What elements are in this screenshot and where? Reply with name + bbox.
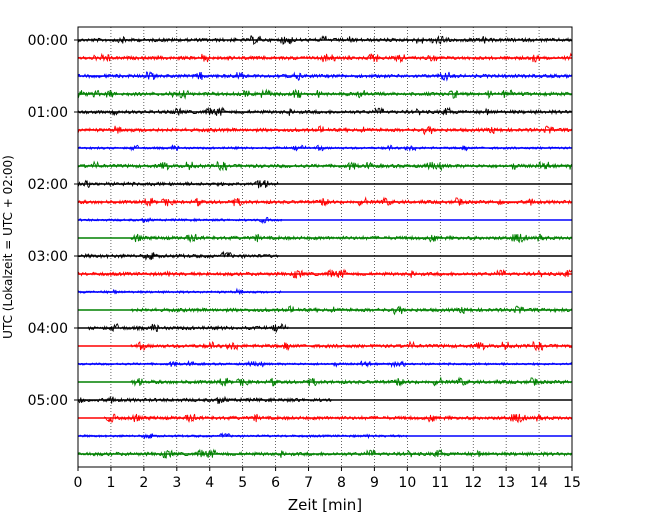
seismic-trace xyxy=(77,196,572,207)
seismic-trace xyxy=(77,448,572,459)
y-tick-label: 05:00 xyxy=(28,393,68,409)
x-tick-label: 1 xyxy=(106,475,115,491)
x-axis-ticks: 0 1 2 3 4 5 6 7 8 9 10 11 12 13 14 15 xyxy=(74,467,581,491)
x-tick-label: 11 xyxy=(431,475,449,491)
seismic-trace xyxy=(77,432,408,440)
seismic-trace xyxy=(77,268,572,279)
x-tick-label: 15 xyxy=(563,475,581,491)
seismic-trace xyxy=(77,71,572,82)
x-tick-label: 14 xyxy=(530,475,548,491)
x-tick-label: 13 xyxy=(497,475,515,491)
seismic-trace xyxy=(77,250,279,262)
x-tick-label: 3 xyxy=(172,475,181,491)
y-axis-ticks: 00:00 01:00 02:00 03:00 04:00 05:00 xyxy=(28,33,78,409)
seismic-trace xyxy=(77,287,282,295)
seismic-trace xyxy=(77,160,572,172)
seismic-trace xyxy=(77,179,279,189)
plot-frame xyxy=(77,26,573,468)
seismic-trace xyxy=(103,413,573,424)
seismic-trace xyxy=(87,322,289,334)
x-tick-label: 10 xyxy=(398,475,416,491)
seismic-trace xyxy=(77,395,332,404)
seismic-trace xyxy=(77,216,283,225)
x-tick-label: 8 xyxy=(337,475,346,491)
seismic-trace xyxy=(77,88,572,100)
x-tick-label: 2 xyxy=(139,475,148,491)
x-axis-label: Zeit [min] xyxy=(288,496,362,514)
y-tick-label: 00:00 xyxy=(28,33,68,49)
x-tick-label: 0 xyxy=(74,475,83,491)
seismic-trace xyxy=(77,144,572,152)
x-tick-label: 12 xyxy=(464,475,482,491)
seismic-traces xyxy=(77,35,573,459)
seismic-trace xyxy=(77,359,572,369)
vertical-grid xyxy=(110,27,540,467)
seismic-trace xyxy=(130,305,572,316)
seismic-trace xyxy=(77,35,572,46)
seismic-trace xyxy=(130,340,573,352)
y-tick-label: 02:00 xyxy=(28,177,68,193)
x-tick-label: 7 xyxy=(304,475,313,491)
seismic-trace xyxy=(77,106,572,117)
y-tick-label: 01:00 xyxy=(28,105,68,121)
seismic-trace xyxy=(130,376,572,387)
seismic-trace xyxy=(77,125,572,136)
y-tick-label: 04:00 xyxy=(28,321,68,337)
x-tick-label: 4 xyxy=(205,475,214,491)
seismic-trace xyxy=(130,233,572,244)
seismic-trace xyxy=(77,52,572,64)
x-tick-label: 5 xyxy=(238,475,247,491)
x-tick-label: 6 xyxy=(271,475,280,491)
y-tick-label: 03:00 xyxy=(28,249,68,265)
y-axis-label: UTC (Lokalzeit = UTC + 02:00) xyxy=(1,155,15,339)
x-tick-label: 9 xyxy=(370,475,379,491)
